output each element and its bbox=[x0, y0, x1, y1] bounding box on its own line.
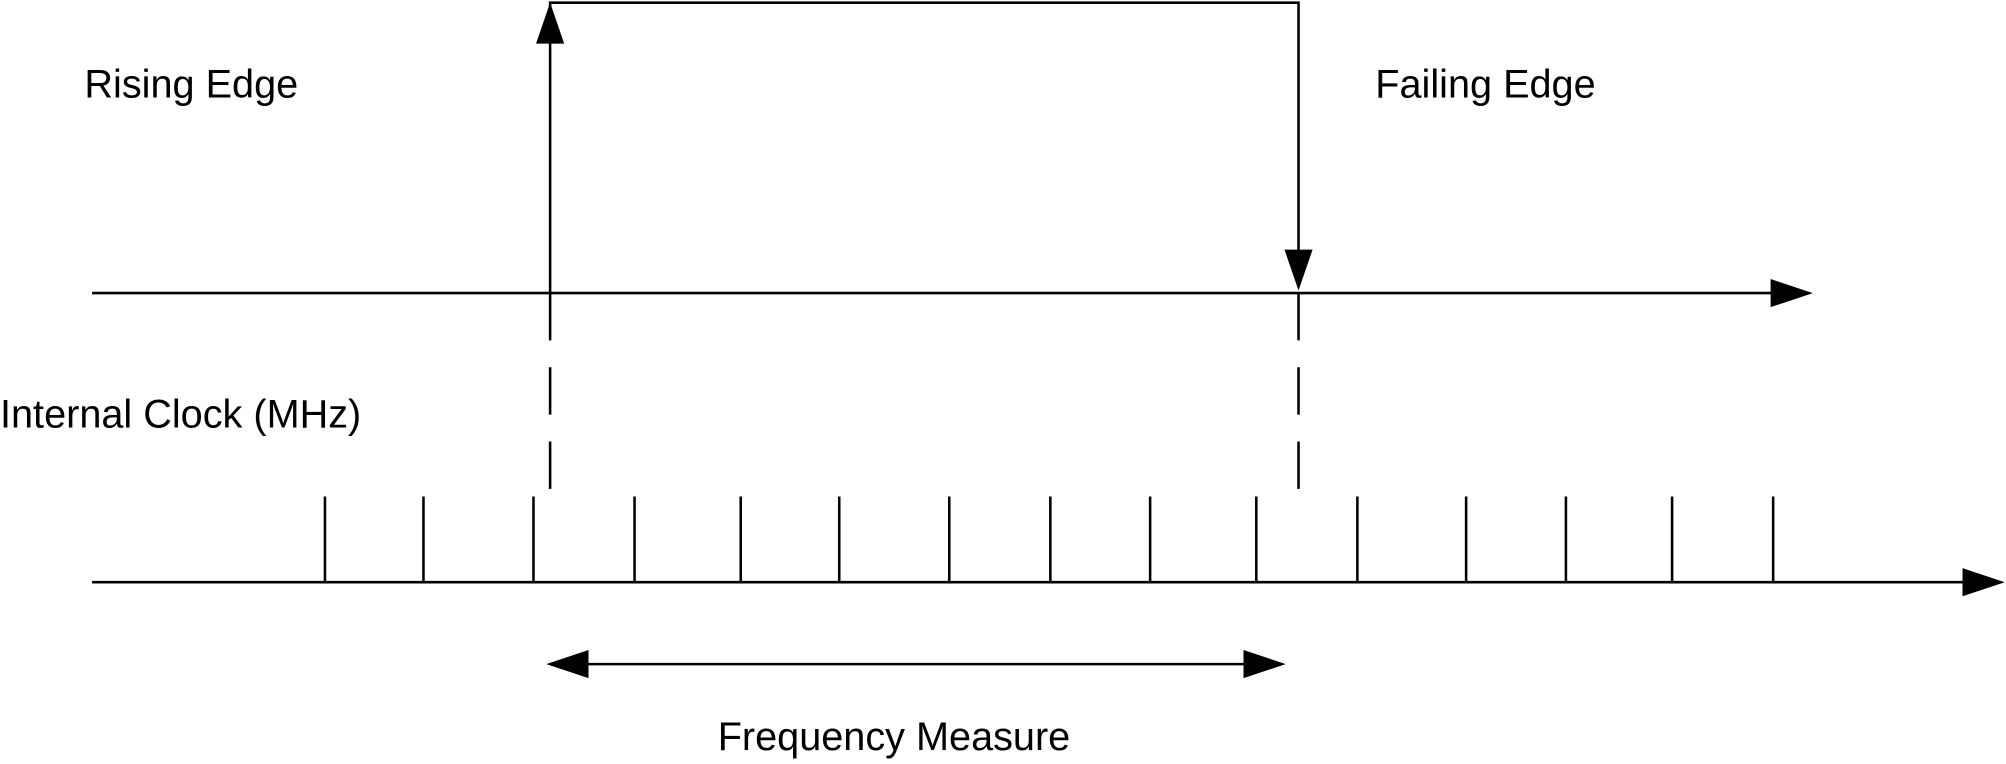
falling-arrow-head bbox=[1284, 249, 1313, 291]
label: Failing Edge bbox=[1375, 62, 1595, 106]
arrow-head bbox=[546, 650, 589, 679]
label: Frequency Measure bbox=[718, 715, 1071, 759]
clock-ticks bbox=[323, 496, 1775, 583]
arrow-head bbox=[1770, 279, 1813, 308]
arrow-head bbox=[1243, 650, 1286, 679]
label: Internal Clock (MHz) bbox=[0, 392, 361, 436]
label: Rising Edge bbox=[84, 62, 298, 106]
pulse bbox=[548, 1, 1300, 294]
rising-arrow-head bbox=[536, 2, 565, 44]
arrow-head bbox=[1962, 568, 2005, 597]
